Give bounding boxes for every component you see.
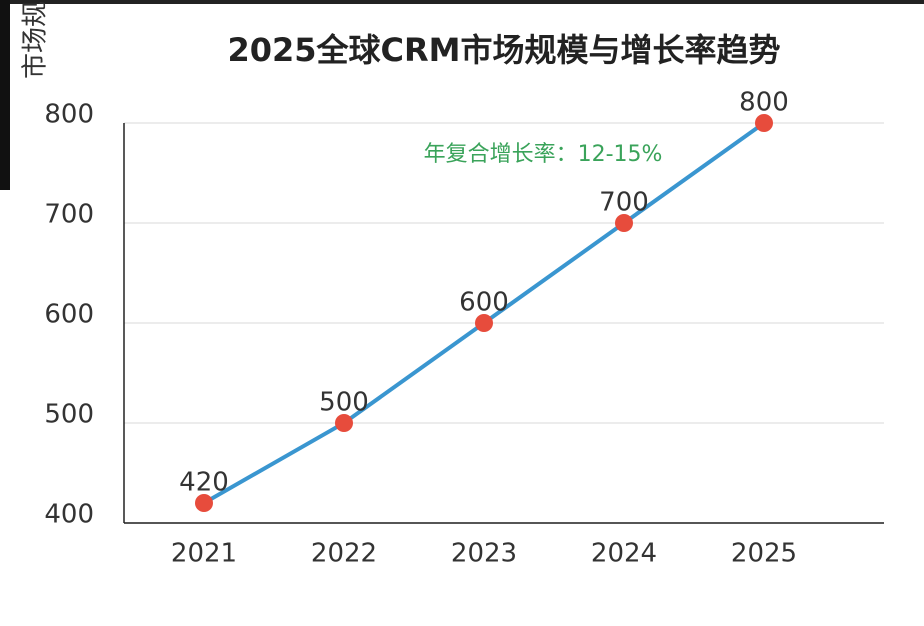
chart-title: 2025全球CRM市场规模与增长率趋势 bbox=[227, 31, 780, 69]
x-tick-label: 2024 bbox=[591, 539, 657, 569]
x-tick-label: 2022 bbox=[311, 539, 377, 569]
y-tick-label: 600 bbox=[44, 300, 94, 330]
marker bbox=[615, 214, 633, 232]
marker bbox=[475, 314, 493, 332]
y-axis-label: 市场规 bbox=[21, 1, 51, 79]
y-tick-label: 400 bbox=[44, 500, 94, 530]
data-label: 420 bbox=[179, 468, 229, 498]
marker bbox=[195, 494, 213, 512]
data-label: 800 bbox=[739, 88, 789, 118]
x-tick-label: 2023 bbox=[451, 539, 517, 569]
x-tick-label: 2025 bbox=[731, 539, 797, 569]
data-label: 600 bbox=[459, 288, 509, 318]
window-edge bbox=[0, 0, 924, 4]
annotation: 年复合增长率：12-15% bbox=[424, 142, 663, 167]
data-label: 500 bbox=[319, 388, 369, 418]
marker bbox=[335, 414, 353, 432]
y-tick-label: 700 bbox=[44, 200, 94, 230]
window-edge bbox=[0, 0, 10, 190]
y-tick-label: 500 bbox=[44, 400, 94, 430]
marker bbox=[755, 114, 773, 132]
x-tick-label: 2021 bbox=[171, 539, 237, 569]
y-tick-label: 800 bbox=[44, 100, 94, 130]
data-label: 700 bbox=[599, 188, 649, 218]
